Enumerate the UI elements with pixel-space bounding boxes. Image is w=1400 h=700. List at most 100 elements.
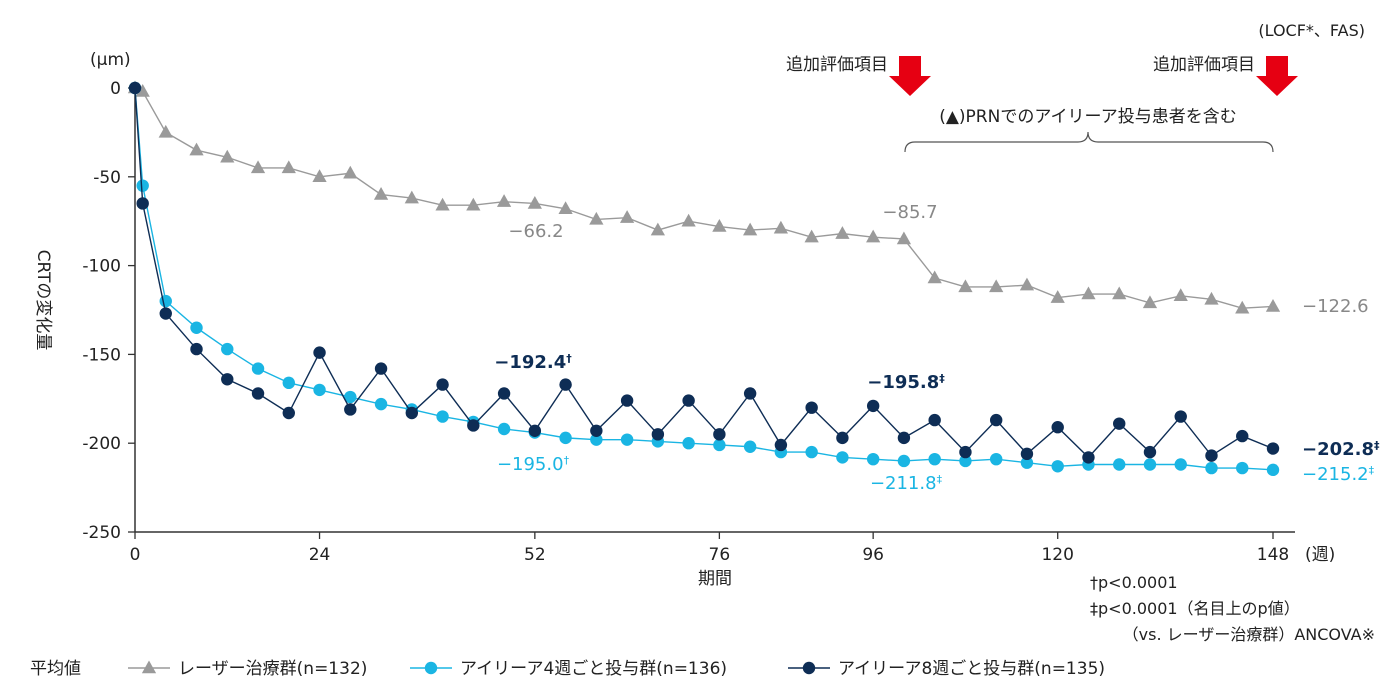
prn-note: (▲)PRNでのアイリーア投与患者を含む [939,107,1237,127]
data-point [1235,300,1250,314]
x-tick-label: 24 [309,545,331,565]
label-q4-w148: −215.2‡ [1302,464,1375,485]
data-point [250,160,266,174]
data-point [467,419,480,432]
data-point [528,424,542,437]
data-point [620,433,634,446]
data-point [743,387,757,400]
data-point [251,387,265,400]
data-point [590,433,603,446]
data-point [496,194,512,207]
data-point [1113,458,1126,471]
legend-marker [802,661,816,675]
y-tick-label: -200 [82,434,121,454]
data-point [773,220,789,234]
data-point [158,124,173,138]
label-q8-w100: −195.8‡ [867,372,945,393]
data-point [312,169,327,183]
data-point [128,81,142,95]
data-point [559,378,572,391]
data-point [136,179,149,192]
x-ticks: 0 24 52 76 96 120 148 [130,532,1289,565]
data-point [866,399,880,413]
data-point [373,187,389,200]
data-point [1112,286,1127,300]
data-point [713,428,726,441]
data-point [466,197,481,211]
label-laser-w100: −85.7 [882,202,937,223]
x-tick-label: 148 [1257,545,1289,565]
x-tick-label: 0 [130,545,141,565]
data-point [1020,447,1034,461]
y-axis-label: CRTの変化量 [33,250,53,351]
data-point [159,307,172,320]
x-tick-label: 76 [709,545,731,565]
data-point [190,321,203,334]
data-point [190,342,203,356]
data-point [221,373,234,386]
legend-marker [141,660,157,674]
label-q4-w100: −211.8‡ [870,473,943,494]
additional-endpoint-label-2: 追加評価項目 [1153,55,1255,75]
data-point [958,279,973,293]
down-arrow-icon-2 [1256,56,1298,96]
data-point [682,437,695,450]
series-1 [128,81,1280,477]
data-point [804,229,819,243]
data-point [1143,445,1157,459]
data-point [590,424,603,437]
data-point [344,403,357,416]
y-tick-label: -150 [82,345,121,365]
data-point [558,201,573,215]
data-point [251,362,265,375]
additional-endpoint-label-1: 追加評価項目 [786,55,888,75]
data-point [435,197,450,211]
data-point [497,387,511,400]
x-tick-label: 120 [1041,545,1073,565]
data-point [281,160,296,174]
y-tick-label: -250 [82,523,121,543]
y-tick-label: -50 [93,168,121,188]
x-unit-label: (週) [1305,545,1335,565]
data-point [989,452,1003,466]
data-point [836,451,849,464]
population-label: (LOCF*、FAS) [1258,21,1365,40]
data-point [1142,295,1158,309]
data-point [682,394,695,407]
data-point [159,294,172,308]
data-point [404,190,419,204]
data-point [589,211,604,225]
data-point [1266,442,1280,455]
data-point [927,270,942,284]
data-point [928,452,941,466]
data-point [959,454,972,468]
label-q8-w52: −192.4† [494,352,572,373]
data-point [559,431,572,445]
data-point [1205,461,1218,475]
data-point [897,454,911,468]
data-point [805,445,818,459]
data-point [1019,277,1035,291]
series-line [134,87,1274,471]
data-point [1051,460,1064,473]
data-point [650,222,665,236]
data-point [405,406,419,420]
data-point [1204,291,1219,305]
data-point [1266,463,1280,477]
data-point [651,428,665,441]
data-point [743,440,757,453]
legend-label: アイリーア8週ごと投与群(n=135) [838,659,1105,679]
data-point [1236,429,1249,443]
data-point [136,197,149,210]
x-axis-label: 期間 [698,569,732,589]
data-point [1020,456,1034,469]
data-point [374,362,388,375]
data-point [713,438,726,452]
y-unit-label: (μm) [90,50,131,70]
data-point [1205,449,1218,462]
data-point [866,229,881,243]
data-point [1082,451,1095,464]
data-point [959,445,972,459]
